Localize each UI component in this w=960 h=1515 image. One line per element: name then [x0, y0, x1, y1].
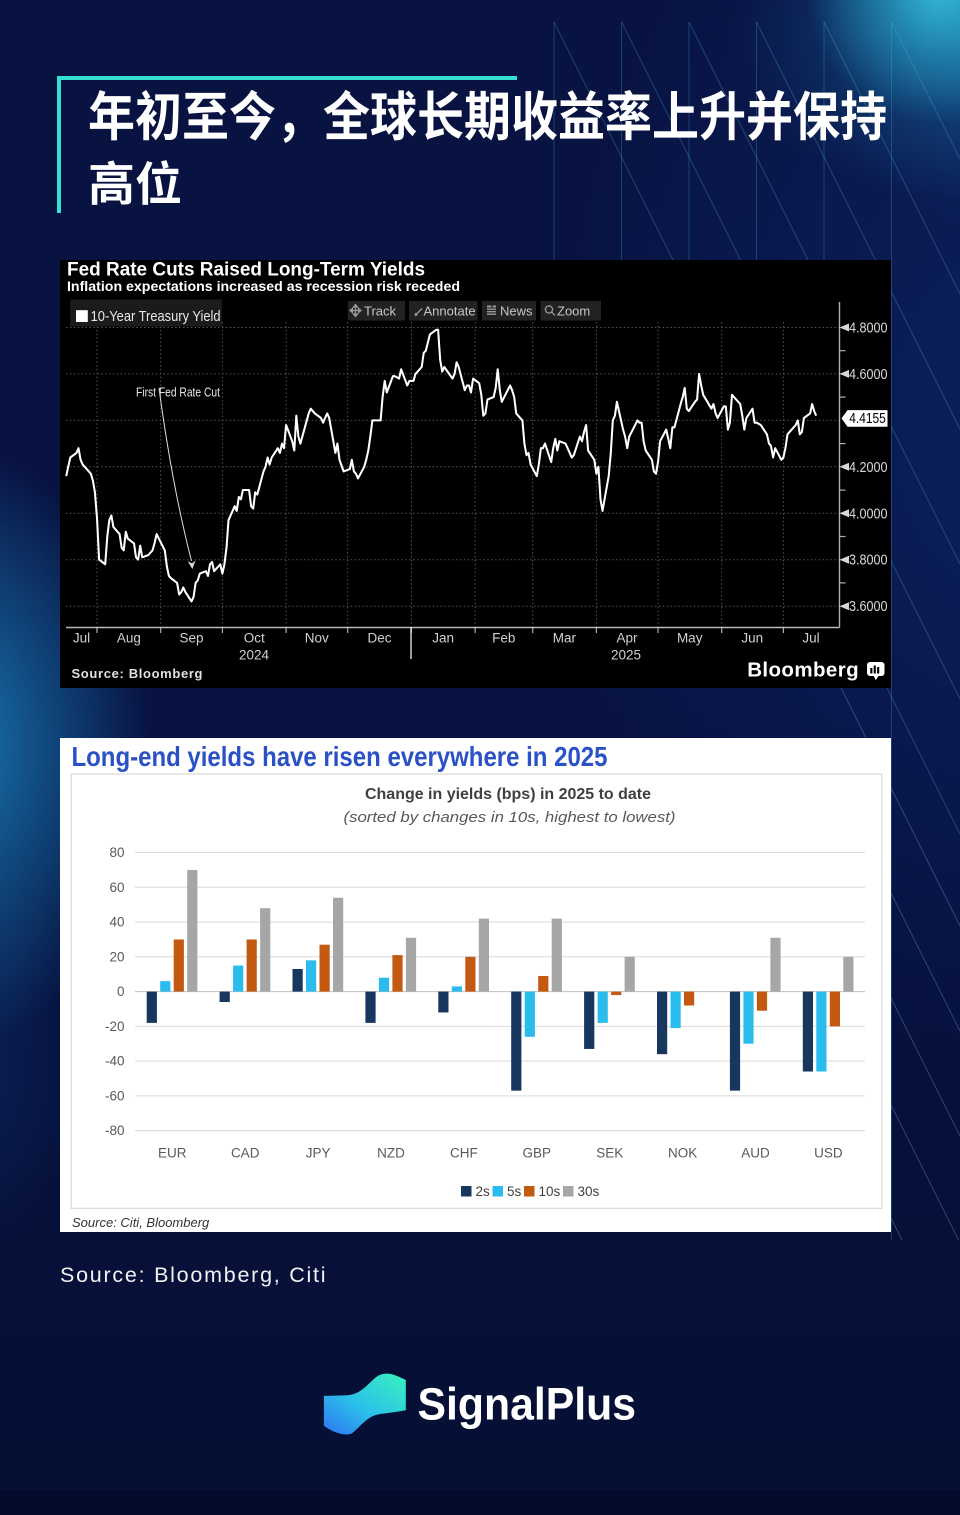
svg-text:2024: 2024	[239, 647, 270, 662]
svg-text:Source: Bloomberg: Source: Bloomberg	[72, 666, 203, 681]
svg-text:Change in yields (bps) in 2025: Change in yields (bps) in 2025 to date	[365, 786, 651, 803]
svg-text:3.8000: 3.8000	[849, 552, 888, 568]
svg-text:Sep: Sep	[179, 630, 203, 645]
svg-text:SEK: SEK	[596, 1146, 623, 1161]
svg-text:Apr: Apr	[616, 630, 638, 645]
svg-text:Annotate: Annotate	[424, 303, 476, 318]
svg-text:SignalPlus: SignalPlus	[418, 1379, 637, 1430]
svg-text:-80: -80	[105, 1123, 125, 1138]
svg-text:-60: -60	[105, 1088, 125, 1103]
svg-text:Jul: Jul	[802, 630, 819, 645]
svg-text:60: 60	[109, 880, 124, 895]
svg-text:10s: 10s	[539, 1184, 561, 1199]
svg-text:Jul: Jul	[73, 630, 90, 645]
svg-text:EUR: EUR	[158, 1146, 187, 1161]
svg-text:CAD: CAD	[231, 1146, 260, 1161]
svg-text:Fed Rate Cuts Raised Long-Term: Fed Rate Cuts Raised Long-Term Yields	[67, 260, 425, 281]
svg-text:Oct: Oct	[244, 630, 265, 645]
svg-text:Jan: Jan	[432, 630, 454, 645]
svg-text:May: May	[677, 630, 703, 645]
svg-text:Nov: Nov	[305, 630, 329, 645]
svg-text:Mar: Mar	[553, 630, 577, 645]
svg-text:JPY: JPY	[306, 1146, 331, 1161]
svg-text:AUD: AUD	[741, 1146, 770, 1161]
svg-text:Track: Track	[364, 303, 397, 318]
svg-text:(sorted by changes in 10s, hig: (sorted by changes in 10s, highest to lo…	[344, 809, 676, 826]
svg-text:Long-end yields have risen eve: Long-end yields have risen everywhere in…	[72, 741, 608, 772]
svg-text:News: News	[500, 303, 533, 318]
svg-text:3.6000: 3.6000	[849, 599, 888, 615]
svg-text:4.8000: 4.8000	[849, 320, 888, 336]
svg-text:-40: -40	[105, 1054, 125, 1069]
svg-text:CHF: CHF	[450, 1146, 478, 1161]
svg-text:30s: 30s	[578, 1184, 600, 1199]
svg-text:Inflation expectations increas: Inflation expectations increased as rece…	[67, 279, 460, 294]
svg-text:Bloomberg: Bloomberg	[747, 658, 859, 681]
svg-text:Aug: Aug	[117, 630, 141, 645]
svg-text:2025: 2025	[611, 647, 641, 662]
svg-text:Feb: Feb	[492, 630, 515, 645]
svg-text:Zoom: Zoom	[557, 303, 590, 318]
svg-text:Dec: Dec	[367, 630, 391, 645]
svg-text:2s: 2s	[476, 1184, 491, 1199]
svg-text:10-Year Treasury Yield: 10-Year Treasury Yield	[91, 309, 221, 325]
svg-text:NOK: NOK	[668, 1146, 697, 1161]
svg-text:4.2000: 4.2000	[849, 459, 888, 475]
svg-text:4.4155: 4.4155	[849, 411, 886, 427]
svg-text:4.6000: 4.6000	[849, 366, 888, 382]
svg-text:NZD: NZD	[377, 1146, 405, 1161]
svg-text:USD: USD	[814, 1146, 843, 1161]
svg-text:5s: 5s	[507, 1184, 522, 1199]
svg-text:GBP: GBP	[523, 1146, 552, 1161]
svg-text:Source: Citi, Bloomberg: Source: Citi, Bloomberg	[72, 1215, 210, 1230]
svg-text:First Fed Rate Cut: First Fed Rate Cut	[136, 385, 220, 399]
svg-text:-20: -20	[105, 1019, 125, 1034]
svg-text:20: 20	[109, 949, 124, 964]
svg-text:4.0000: 4.0000	[849, 506, 888, 522]
svg-text:0: 0	[117, 984, 125, 999]
svg-text:80: 80	[109, 845, 124, 860]
svg-text:40: 40	[109, 915, 124, 930]
svg-text:Jun: Jun	[741, 630, 763, 645]
